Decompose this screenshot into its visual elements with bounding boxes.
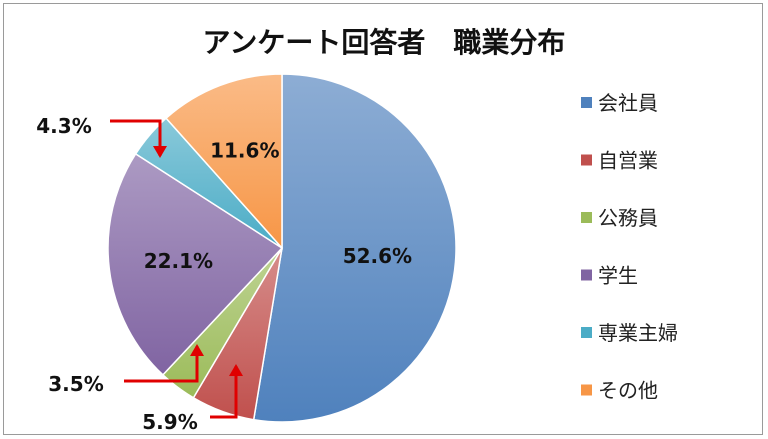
legend-label-5: 専業主婦 bbox=[598, 321, 678, 345]
legend-label-6: その他 bbox=[598, 379, 658, 403]
callout-arrowhead-5 bbox=[153, 146, 167, 158]
data-labels: 52.6% 5.9% 3.5% 22.1% 4.3% 11.6% bbox=[36, 114, 412, 434]
legend-swatch-5 bbox=[581, 327, 592, 338]
legend-label-4: 学生 bbox=[598, 264, 638, 288]
legend-swatch-4 bbox=[581, 269, 592, 281]
legend-label-3: 公務員 bbox=[598, 206, 658, 230]
data-label-2: 5.9% bbox=[142, 410, 197, 434]
legend-label-1: 会社員 bbox=[598, 91, 658, 115]
callout-arrows bbox=[110, 119, 243, 419]
pie-slices bbox=[107, 73, 457, 423]
legend-swatch-3 bbox=[581, 212, 592, 223]
chart-title: アンケート回答者 職業分布 bbox=[203, 26, 566, 59]
callout-line-5 bbox=[110, 119, 162, 156]
pie-slice-1 bbox=[252, 73, 457, 423]
data-label-3: 3.5% bbox=[48, 372, 103, 396]
legend-swatch-2 bbox=[581, 154, 592, 166]
data-label-1: 52.6% bbox=[343, 244, 412, 268]
pie-slice-6 bbox=[165, 73, 283, 250]
legend-swatch-6 bbox=[581, 384, 592, 396]
legend-label-2: 自営業 bbox=[598, 149, 658, 173]
pie-slice-4 bbox=[107, 152, 284, 376]
callout-line-3 bbox=[124, 346, 199, 383]
data-label-4: 22.1% bbox=[144, 249, 213, 273]
callout-line-2 bbox=[210, 366, 238, 419]
legend-swatch-1 bbox=[581, 97, 592, 108]
data-label-5: 4.3% bbox=[36, 114, 91, 138]
callout-arrowhead-2 bbox=[229, 364, 243, 376]
callout-arrowhead-3 bbox=[190, 344, 204, 356]
data-label-6: 11.6% bbox=[210, 139, 279, 163]
